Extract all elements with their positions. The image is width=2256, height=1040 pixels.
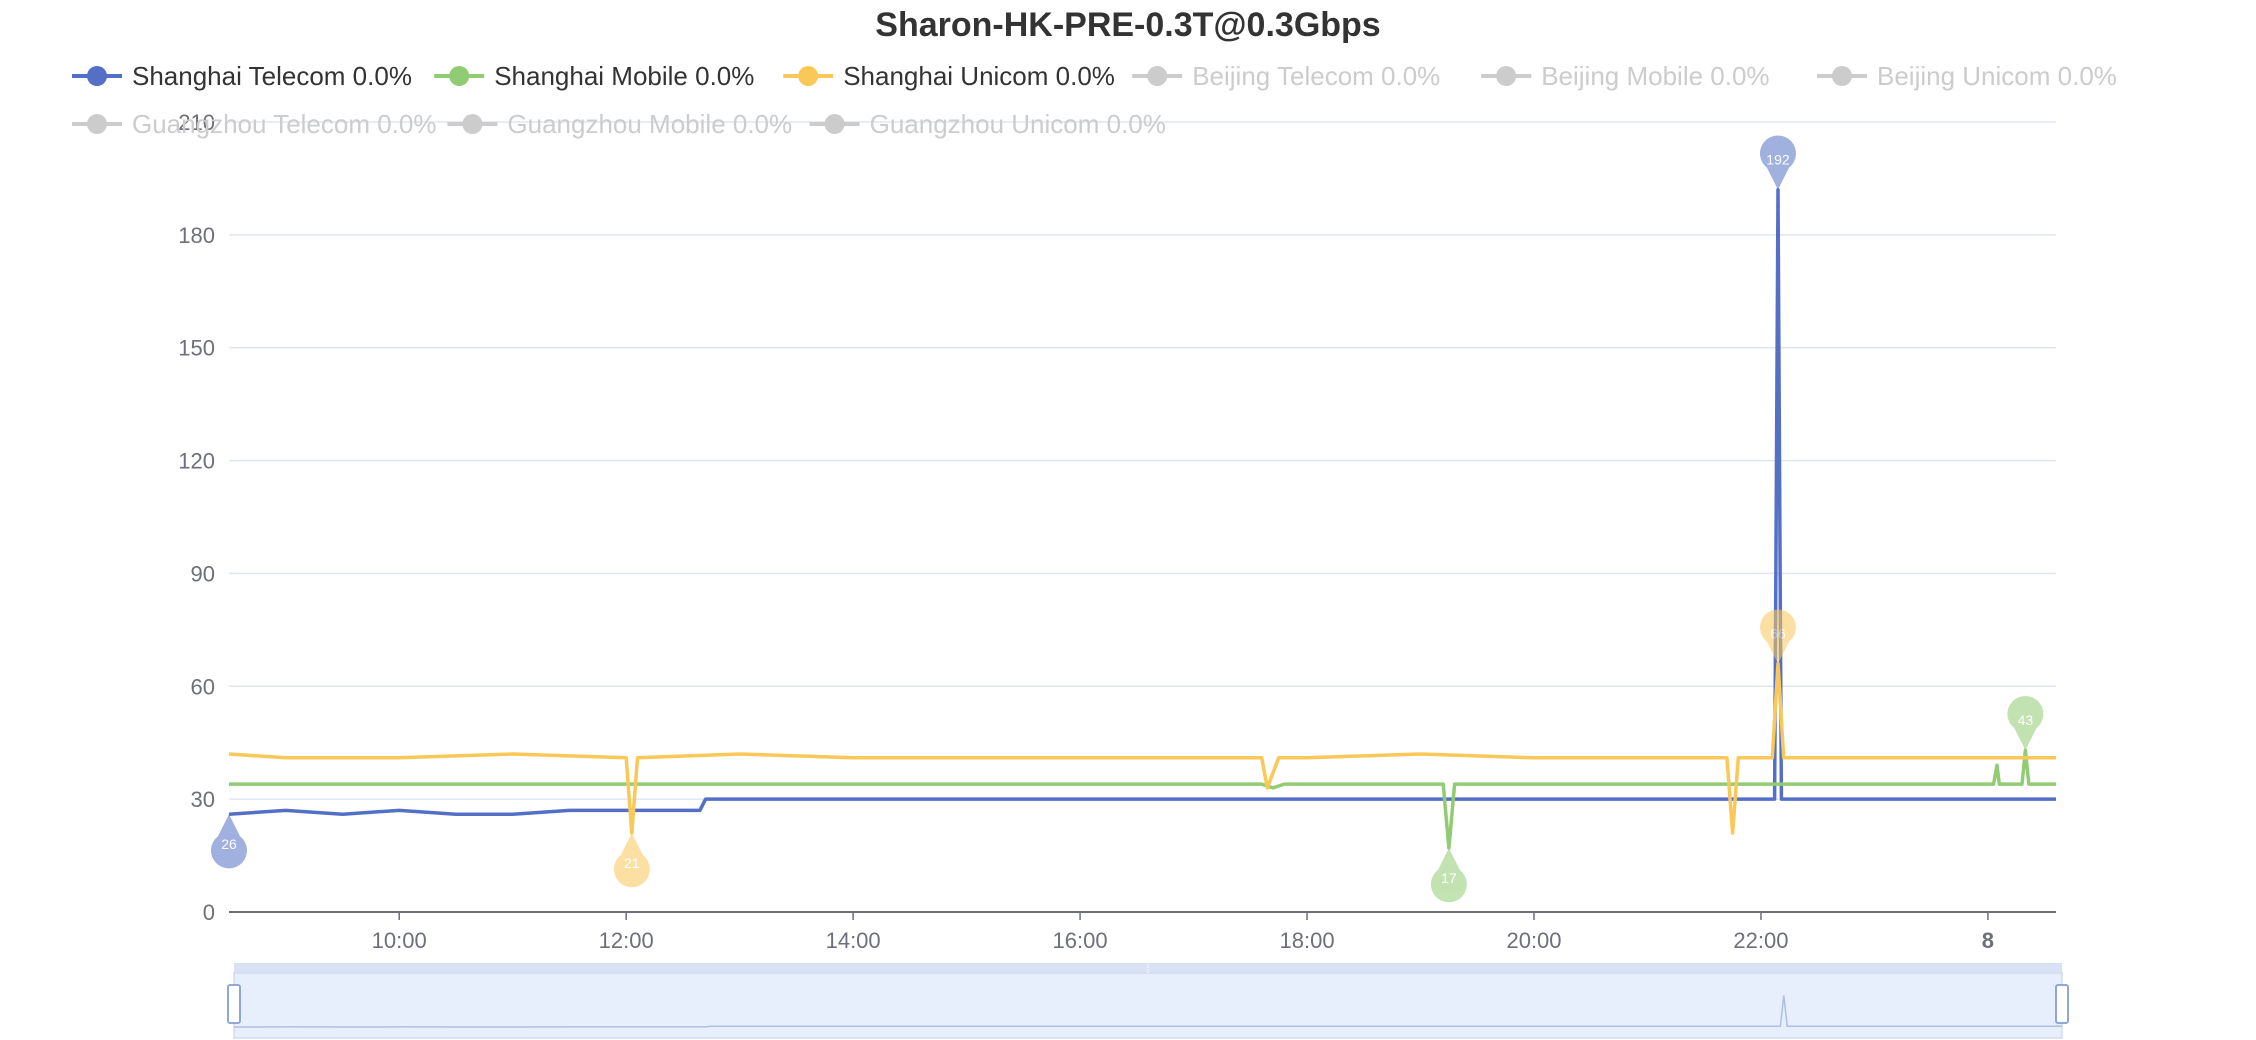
y-tick-label: 90: [191, 561, 215, 586]
legend-marker: [87, 114, 107, 134]
pin-label: 192: [1766, 152, 1790, 168]
legend-item[interactable]: Guangzhou Telecom 0.0%: [72, 109, 437, 139]
zoom-top-bar[interactable]: [234, 963, 2062, 973]
pin-shape: [1759, 135, 1796, 190]
y-tick-label: 60: [191, 674, 215, 699]
mark-point-pin: 26: [211, 814, 248, 869]
zoom-track[interactable]: [233, 972, 2063, 1039]
legend-marker: [462, 114, 483, 134]
legend-label: Shanghai Mobile 0.0%: [494, 61, 754, 91]
legend-label: Beijing Unicom 0.0%: [1877, 61, 2117, 91]
series-line: [229, 748, 2056, 850]
legend-marker: [87, 66, 107, 86]
data-zoom-slider[interactable]: ⁞: [227, 962, 2069, 1039]
legend-item[interactable]: Beijing Telecom 0.0%: [1132, 61, 1440, 91]
series-line: [228, 187, 2056, 816]
legend-marker: [449, 66, 470, 86]
legend-marker: [798, 66, 819, 86]
pin-label: 17: [1441, 870, 1457, 886]
legend-label: Beijing Mobile 0.0%: [1541, 61, 1769, 91]
legend-marker: [1147, 66, 1168, 86]
legend-item[interactable]: Shanghai Mobile 0.0%: [434, 61, 754, 91]
x-tick-label: 16:00: [1053, 928, 1108, 953]
mark-point-pin: 17: [1430, 848, 1467, 903]
zoom-handle-left[interactable]: [227, 984, 241, 1024]
legend-item[interactable]: Guangzhou Unicom 0.0%: [809, 109, 1166, 139]
x-tick-label: 12:00: [599, 928, 654, 953]
pin-shape: [613, 833, 650, 888]
legend-label: Shanghai Unicom 0.0%: [843, 61, 1115, 91]
pin-shape: [1430, 848, 1467, 903]
legend-marker: [1496, 66, 1517, 86]
mark-point-pin: 66: [1759, 609, 1796, 664]
pin-shape: [2007, 695, 2044, 751]
y-tick-label: 180: [178, 223, 215, 248]
zoom-move-handle[interactable]: ⁞: [1146, 962, 1149, 976]
legend-marker: [824, 114, 845, 134]
legend-label: Guangzhou Unicom 0.0%: [870, 109, 1166, 139]
pin-label: 43: [2018, 712, 2034, 728]
y-tick-label: 150: [178, 336, 215, 361]
x-tick-label: 18:00: [1280, 928, 1335, 953]
x-tick-label: 14:00: [826, 928, 881, 953]
y-tick-label: 120: [178, 449, 215, 474]
legend-item[interactable]: Guangzhou Mobile 0.0%: [447, 109, 792, 139]
zoom-handle-right[interactable]: [2055, 984, 2069, 1024]
mark-point-pin: 192: [1759, 135, 1796, 190]
mark-point-pin: 43: [2007, 695, 2044, 751]
chart-title: Sharon-HK-PRE-0.3T@0.3Gbps: [875, 6, 1381, 44]
x-tick-label: 20:00: [1506, 928, 1561, 953]
x-tick-label: 22:00: [1733, 928, 1788, 953]
legend-label: Beijing Telecom 0.0%: [1192, 61, 1440, 91]
y-tick-label: 30: [191, 787, 215, 812]
series-line: [228, 661, 2056, 835]
x-tick-label: 10:00: [372, 928, 427, 953]
y-tick-label: 0: [203, 900, 215, 925]
legend-marker: [1832, 66, 1852, 86]
zoom-shadow-line: [233, 995, 2062, 1028]
legend-item[interactable]: Shanghai Telecom 0.0%: [72, 61, 412, 91]
legend-item[interactable]: Beijing Mobile 0.0%: [1481, 61, 1770, 91]
pin-label: 26: [221, 836, 237, 852]
legend-item[interactable]: Beijing Unicom 0.0%: [1817, 61, 2117, 91]
y-tick-label: 210: [178, 110, 215, 135]
legend-label: Guangzhou Telecom 0.0%: [132, 109, 437, 139]
pin-label: 21: [624, 855, 640, 871]
x-tick-label: 8: [1982, 928, 1994, 953]
legend-label: Shanghai Telecom 0.0%: [132, 61, 412, 91]
pin-shape: [1759, 609, 1796, 664]
pin-label: 66: [1770, 626, 1786, 642]
legend-label: Guangzhou Mobile 0.0%: [507, 109, 792, 139]
legend-item[interactable]: Shanghai Unicom 0.0%: [783, 61, 1115, 91]
mark-point-pin: 21: [613, 833, 650, 888]
pin-shape: [211, 814, 248, 869]
